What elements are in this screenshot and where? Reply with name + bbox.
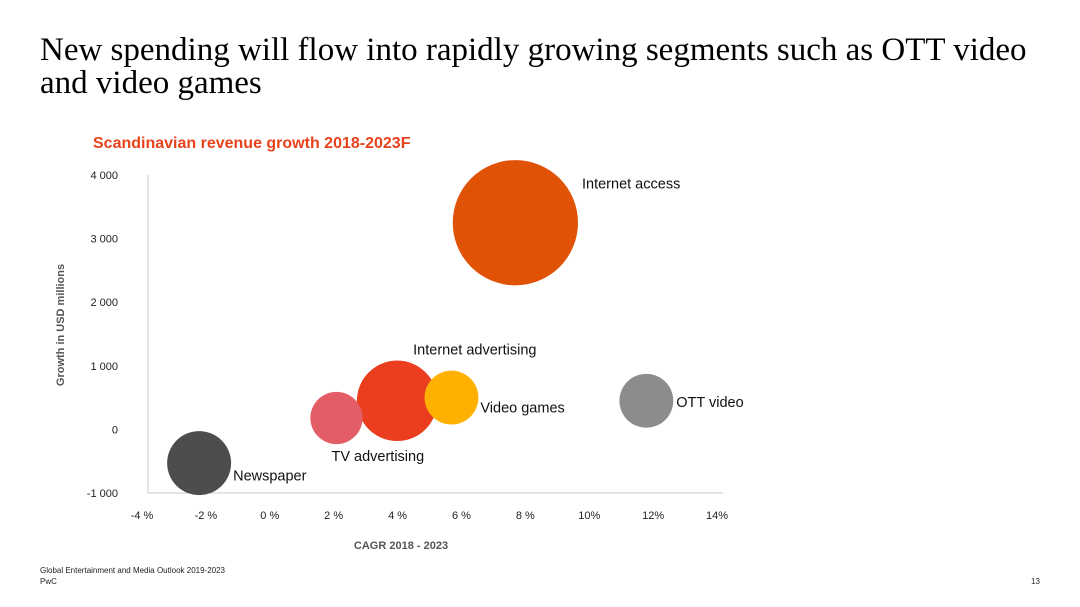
footer-source: Global Entertainment and Media Outlook 2… xyxy=(40,566,226,575)
bubble-internet-access xyxy=(452,160,578,286)
bubble-ott-video xyxy=(619,373,674,428)
x-tick-label: 2 % xyxy=(324,510,343,522)
bubble-label-internet-advertising: Internet advertising xyxy=(413,343,536,359)
bubble-label-tv-advertising: TV advertising xyxy=(331,449,424,465)
slide-title: New spending will flow into rapidly grow… xyxy=(40,32,1027,101)
x-tick-label: 4 % xyxy=(388,510,407,522)
bubble-label-video-games: Video games xyxy=(480,400,564,416)
x-tick-label: 8 % xyxy=(516,510,535,522)
x-tick-label: 10% xyxy=(578,510,600,522)
bubble-internet-advertising xyxy=(356,360,438,442)
chart-labels: Internet access Internet advertising Video… xyxy=(233,176,744,484)
chart-axes: 4 000 3 000 2 000 1 000 0 -1 000 -4 % -2 % 0 % 2 … xyxy=(87,170,728,522)
y-axis-title: Growth in USD millions xyxy=(55,264,67,386)
x-tick-label: 12% xyxy=(642,510,664,522)
y-tick-label: -1 000 xyxy=(87,488,118,500)
y-tick-label: 1 000 xyxy=(90,361,118,373)
bubble-label-internet-access: Internet access xyxy=(582,176,680,192)
x-axis-title: CAGR 2018 - 2023 xyxy=(354,540,448,552)
x-tick-label: 14% xyxy=(706,510,728,522)
bubble-tv-advertising xyxy=(310,391,363,445)
y-tick-label: 0 xyxy=(112,424,118,436)
y-tick-label: 4 000 xyxy=(90,170,118,182)
y-tick-label: 2 000 xyxy=(90,297,118,309)
bubble-label-ott-video: OTT video xyxy=(676,395,743,411)
page-number: 13 xyxy=(1031,577,1040,586)
x-tick-label: -4 % xyxy=(131,510,154,522)
x-tick-label: 6 % xyxy=(452,510,471,522)
x-tick-label: 0 % xyxy=(260,510,279,522)
bubble-newspaper xyxy=(167,431,232,496)
y-tick-label: 3 000 xyxy=(90,234,118,246)
x-tick-label: -2 % xyxy=(195,510,218,522)
chart-bubbles xyxy=(167,160,674,496)
bubble-label-newspaper: Newspaper xyxy=(233,469,307,485)
bubble-video-games xyxy=(424,370,479,425)
footer-brand: PwC xyxy=(40,577,57,586)
chart-title: Scandinavian revenue growth 2018-2023F xyxy=(93,135,411,152)
